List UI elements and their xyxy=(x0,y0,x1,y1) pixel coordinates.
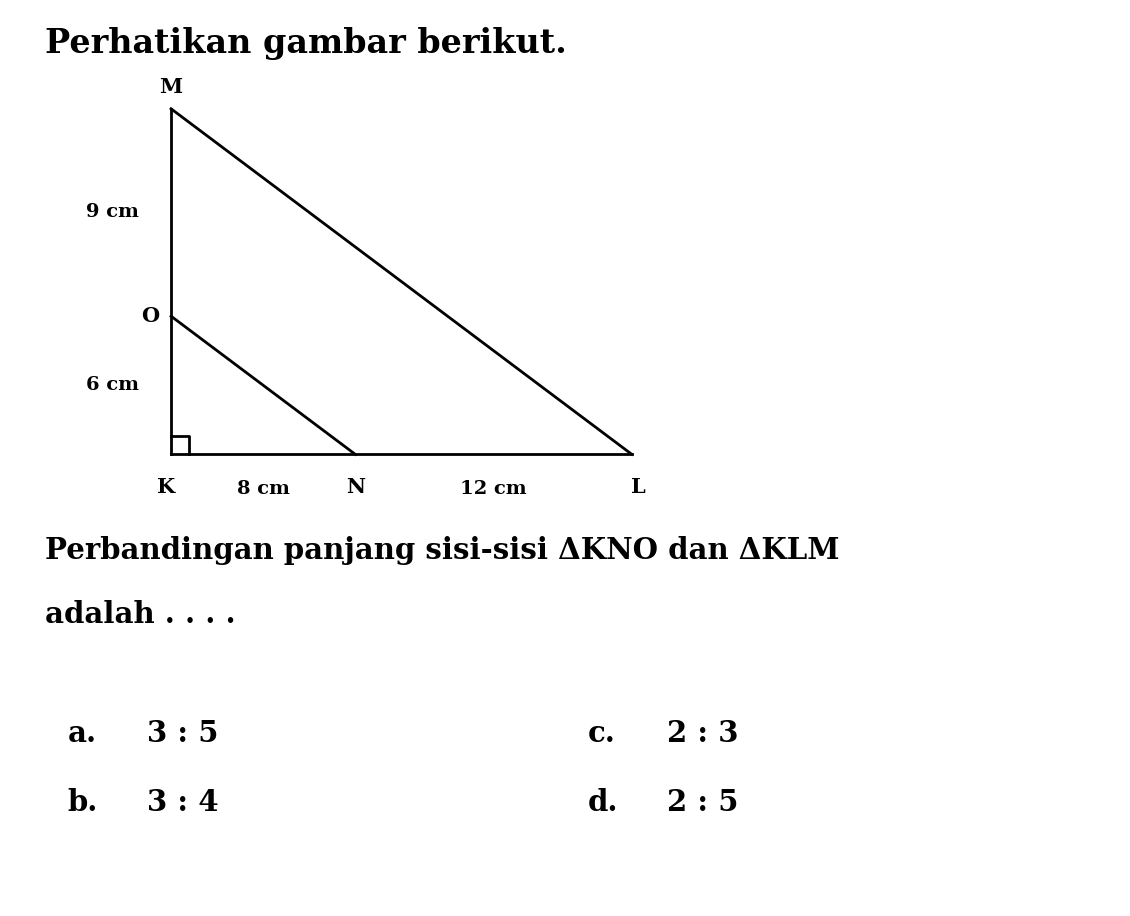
Text: 12 cm: 12 cm xyxy=(460,480,527,497)
Text: adalah . . . .: adalah . . . . xyxy=(45,600,236,629)
Text: M: M xyxy=(159,77,183,97)
Text: d.: d. xyxy=(588,788,618,817)
Text: 3 : 4: 3 : 4 xyxy=(147,788,218,817)
Text: 6 cm: 6 cm xyxy=(86,376,139,394)
Text: K: K xyxy=(157,477,175,497)
Text: 8 cm: 8 cm xyxy=(237,480,289,497)
Text: Perbandingan panjang sisi-sisi ΔKNO dan ΔKLM: Perbandingan panjang sisi-sisi ΔKNO dan … xyxy=(45,536,840,565)
Text: 2 : 5: 2 : 5 xyxy=(667,788,738,817)
Text: O: O xyxy=(141,306,159,326)
Text: c.: c. xyxy=(588,719,616,748)
Text: b.: b. xyxy=(68,788,98,817)
Text: N: N xyxy=(346,477,365,497)
Text: Perhatikan gambar berikut.: Perhatikan gambar berikut. xyxy=(45,27,567,60)
Text: 9 cm: 9 cm xyxy=(86,203,139,222)
Text: a.: a. xyxy=(68,719,97,748)
Text: 3 : 5: 3 : 5 xyxy=(147,719,218,748)
Text: L: L xyxy=(632,477,646,497)
Text: 2 : 3: 2 : 3 xyxy=(667,719,738,748)
